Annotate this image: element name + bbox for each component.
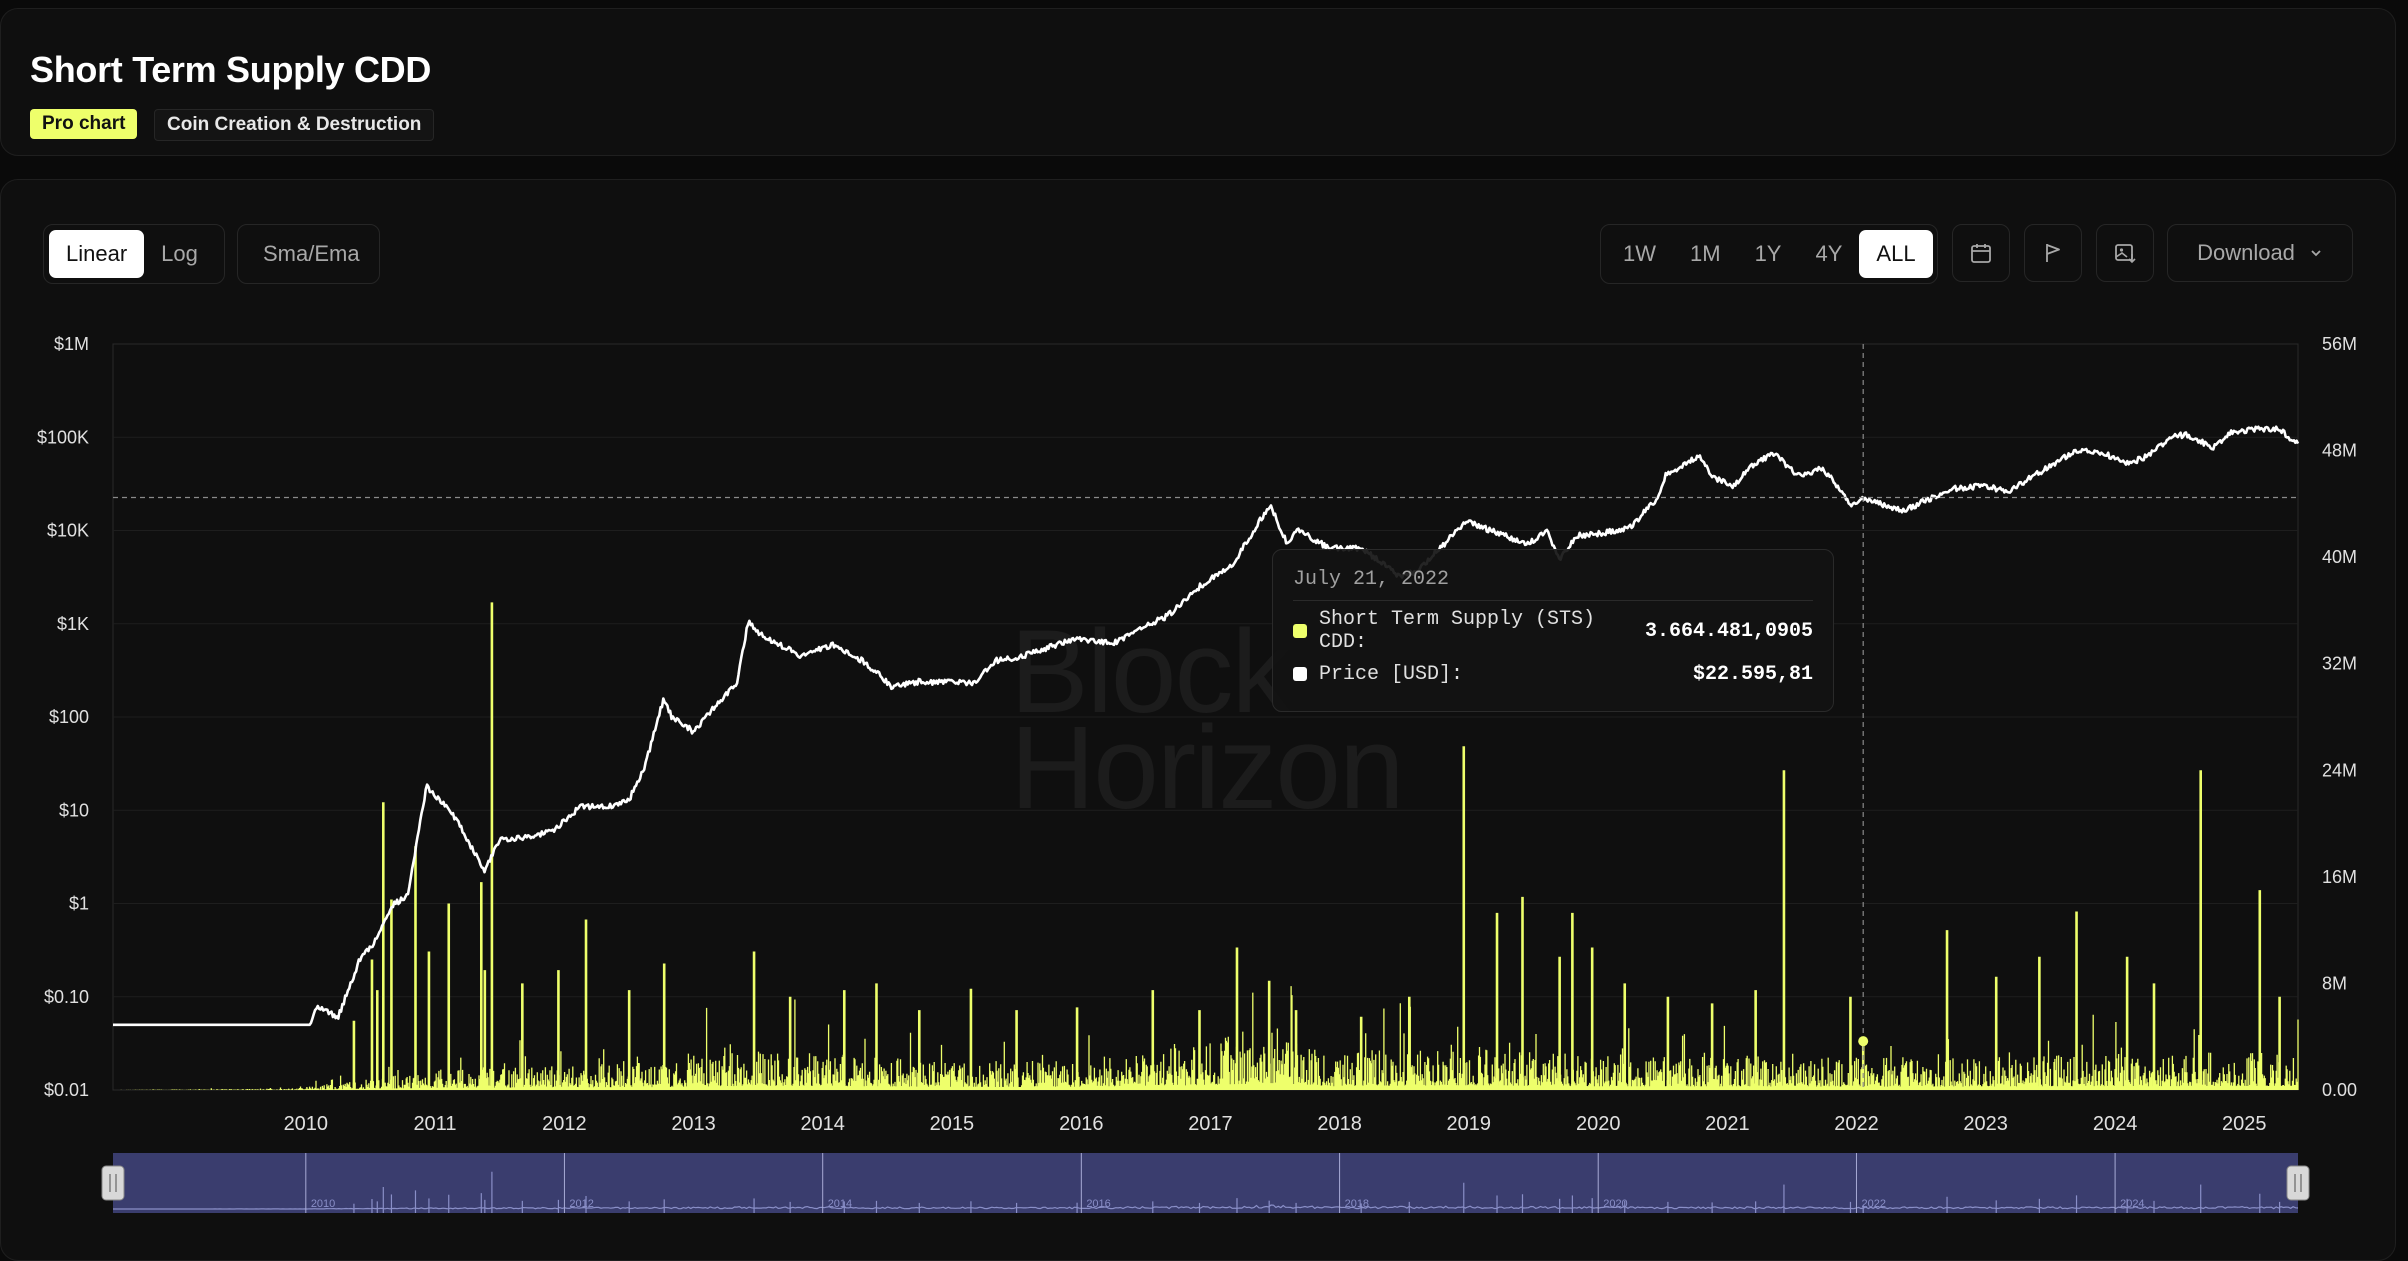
y-left-tick-label: $1 xyxy=(69,894,89,914)
header-card: Short Term Supply CDD Pro chart Coin Cre… xyxy=(0,8,2396,156)
navigator: 2010 2012 2014 2016 2018 2020 2022 2024 xyxy=(101,1153,2310,1213)
calendar-icon xyxy=(1971,244,1991,263)
x-tick-label: 2010 xyxy=(284,1113,329,1135)
y-right-tick-label: 0.00 xyxy=(2322,1080,2357,1100)
page-title: Short Term Supply CDD xyxy=(30,49,432,90)
watermark-line-1: Block xyxy=(1010,606,1292,738)
scale-toggle: Linear Log xyxy=(43,224,225,284)
y-right-tick-label: 8M xyxy=(2322,973,2347,993)
download-label: Download xyxy=(2197,240,2295,265)
y-left-tick-label: $0.10 xyxy=(44,987,89,1007)
image-download-icon xyxy=(2115,244,2136,264)
tooltip-price-label: Price [USD]: xyxy=(1319,662,1464,686)
y-right-tick-label: 24M xyxy=(2322,760,2357,780)
y-right-tick-label: 16M xyxy=(2322,867,2357,887)
range-1w-button[interactable]: 1W xyxy=(1623,241,1656,266)
x-tick-label: 2020 xyxy=(1576,1113,1621,1135)
x-tick-label: 2011 xyxy=(413,1113,456,1135)
navigator-year-label: 2018 xyxy=(1345,1198,1369,1210)
x-tick-label: 2014 xyxy=(800,1113,845,1135)
range-4y-button[interactable]: 4Y xyxy=(1815,241,1843,266)
scale-log-button[interactable]: Log xyxy=(161,241,198,266)
crosshair-cdd-marker xyxy=(1858,1036,1869,1047)
y-left-tick-label: $1M xyxy=(54,334,89,354)
tooltip-cdd-value: 3.664.481,0905 xyxy=(1644,619,1813,643)
x-tick-label: 2022 xyxy=(1834,1113,1879,1135)
y-left-tick-label: $10 xyxy=(59,800,89,820)
x-tick-label: 2013 xyxy=(671,1113,716,1135)
handle-body xyxy=(101,1165,125,1201)
y-left-tick-label: $10K xyxy=(47,521,89,541)
range-1m-button[interactable]: 1M xyxy=(1690,241,1721,266)
annotation-button[interactable] xyxy=(2024,224,2082,282)
navigator-window xyxy=(113,1153,2298,1213)
tooltip-row-cdd: Short Term Supply (STS) CDD: 3.664.481,0… xyxy=(1293,608,1813,654)
navigator-handle-right[interactable] xyxy=(2286,1165,2310,1201)
export-image-button[interactable] xyxy=(2096,224,2154,282)
y-left-tick-label: $100 xyxy=(49,707,89,727)
cdd-series xyxy=(120,602,2299,1090)
range-1y-button[interactable]: 1Y xyxy=(1754,241,1782,266)
price-line xyxy=(113,425,2300,1027)
x-tick-label: 2016 xyxy=(1059,1113,1104,1135)
sma-ema-button[interactable]: Sma/Ema xyxy=(263,241,360,266)
navigator-series xyxy=(113,1204,2299,1210)
navigator-year-label: 2020 xyxy=(1603,1198,1627,1210)
range-selector: 1W 1M 1Y 4Y ALL xyxy=(1600,224,1938,284)
price-swatch xyxy=(1293,667,1307,681)
watermark-line-2: Horizon xyxy=(1010,702,1403,834)
calendar-button[interactable] xyxy=(1952,224,2010,282)
x-tick-label: 2012 xyxy=(542,1113,587,1135)
x-tick-label: 2017 xyxy=(1188,1113,1233,1135)
x-tick-label: 2023 xyxy=(1963,1113,2008,1135)
chevron-down-icon xyxy=(2311,250,2321,257)
category-badge[interactable]: Coin Creation & Destruction xyxy=(154,109,435,141)
y-right-tick-label: 56M xyxy=(2322,334,2357,354)
price-series xyxy=(113,425,2300,1027)
axes: $0.01 $0.10 $1 $10 $100 $1K $10K $100K $1M 0.00 8M… xyxy=(37,334,2357,1135)
navigator-year-label: 2010 xyxy=(311,1198,335,1210)
tooltip-divider xyxy=(1293,600,1813,601)
navigator-year-label: 2016 xyxy=(1086,1198,1110,1210)
y-right-tick-label: 32M xyxy=(2322,654,2357,674)
cdd-noise xyxy=(120,986,2299,1090)
x-tick-label: 2025 xyxy=(2222,1113,2267,1135)
pro-chart-badge: Pro chart xyxy=(30,109,138,139)
x-tick-label: 2024 xyxy=(2093,1113,2138,1135)
x-tick-label: 2019 xyxy=(1446,1113,1491,1135)
cdd-swatch xyxy=(1293,624,1307,638)
chart-tooltip: July 21, 2022 Short Term Supply (STS) CD… xyxy=(1272,549,1834,712)
tooltip-price-value: $22.595,81 xyxy=(1692,662,1813,686)
navigator-year-label: 2012 xyxy=(569,1198,593,1210)
y-left-tick-label: $1K xyxy=(57,614,89,634)
x-tick-label: 2015 xyxy=(930,1113,975,1135)
y-right-tick-label: 40M xyxy=(2322,547,2357,567)
download-dropdown[interactable]: Download xyxy=(2167,224,2353,282)
flag-icon xyxy=(2046,244,2060,262)
x-tick-label: 2018 xyxy=(1317,1113,1362,1135)
y-left-tick-label: $100K xyxy=(37,427,89,447)
tooltip-row-price: Price [USD]: $22.595,81 xyxy=(1293,661,1813,687)
y-right-tick-label: 48M xyxy=(2322,441,2357,461)
handle-body xyxy=(2286,1165,2310,1201)
navigator-year-label: 2014 xyxy=(828,1198,852,1210)
x-tick-label: 2021 xyxy=(1705,1113,1750,1135)
tooltip-cdd-label: Short Term Supply (STS) CDD: xyxy=(1319,608,1596,654)
sma-ema-group: Sma/Ema xyxy=(237,224,380,284)
crosshair xyxy=(113,344,2298,1090)
scale-linear-button[interactable]: Linear xyxy=(49,230,145,278)
tooltip-date: July 21, 2022 xyxy=(1293,568,1450,591)
range-all-button[interactable]: ALL xyxy=(1859,230,1933,278)
navigator-year-label: 2024 xyxy=(2120,1198,2144,1210)
navigator-year-label: 2022 xyxy=(1861,1198,1885,1210)
watermark-logo: Block Horizon xyxy=(1010,606,1405,834)
y-left-tick-label: $0.01 xyxy=(44,1080,89,1100)
navigator-handle-left[interactable] xyxy=(101,1165,125,1201)
